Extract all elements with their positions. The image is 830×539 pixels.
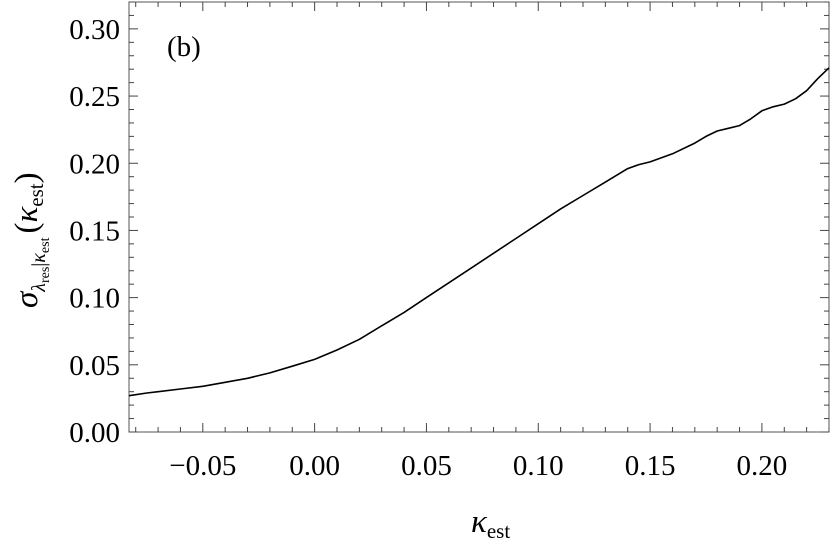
y-label-lambda: λ [28, 283, 50, 293]
y-label-kappa: κ [28, 253, 50, 263]
series-line-0 [128, 67, 830, 397]
y-label-arg-sub: est [24, 183, 48, 206]
plot-frame [128, 1, 830, 433]
y-tick-labels: 0.00 0.05 0.10 0.15 0.20 0.25 0.30 [69, 14, 120, 449]
y-label-arg-kappa: κ [9, 206, 45, 223]
y-label-bar: | [28, 263, 50, 267]
y-label-sigma: σ [9, 290, 45, 308]
x-axis-label-kappa: κ [471, 504, 488, 539]
y-tick-label: 0.30 [69, 14, 120, 46]
axis-ticks [129, 1, 830, 433]
svg-text:σλres|κest(κest): σλres|κest(κest) [9, 172, 53, 308]
y-tick-label: 0.20 [69, 148, 120, 180]
x-tick-label: −0.05 [169, 450, 236, 482]
x-tick-label: 0.00 [289, 450, 340, 482]
x-tick-labels: −0.05 0.00 0.05 0.10 0.15 0.20 [169, 450, 787, 482]
y-tick-label: 0.10 [69, 283, 120, 315]
x-tick-label: 0.20 [737, 450, 788, 482]
panel-label: (b) [167, 31, 201, 63]
y-tick-label: 0.05 [69, 350, 120, 382]
y-label-close-paren: ) [9, 172, 45, 183]
y-tick-label: 0.25 [69, 81, 120, 113]
y-axis-label: σλres|κest(κest) [9, 172, 53, 308]
y-tick-label: 0.00 [69, 417, 120, 449]
series-layer [128, 67, 830, 397]
y-label-kappa-est: est [38, 237, 53, 253]
y-label-open-paren: ( [9, 223, 45, 234]
x-tick-label: 0.15 [625, 450, 676, 482]
y-label-res: res [38, 267, 53, 283]
x-tick-label: 0.05 [401, 450, 452, 482]
y-tick-label: 0.15 [69, 215, 120, 247]
plot-border [128, 1, 830, 433]
x-axis-label-sub: est [487, 519, 510, 539]
x-tick-label: 0.10 [513, 450, 564, 482]
x-axis-label: κest [471, 504, 510, 539]
